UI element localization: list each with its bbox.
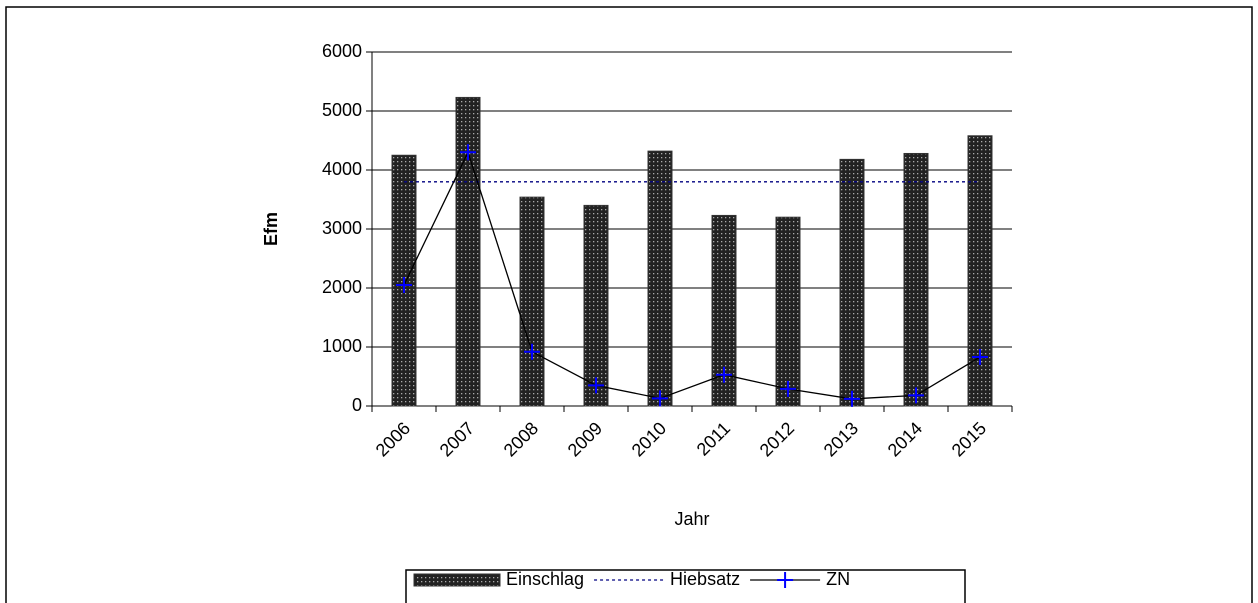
marker xyxy=(524,343,540,360)
bar xyxy=(775,216,801,407)
y-tick-label: 6000 xyxy=(322,41,362,61)
bar xyxy=(839,158,865,407)
bar xyxy=(455,96,481,407)
bar xyxy=(967,135,993,407)
y-tick-label: 2000 xyxy=(322,277,362,297)
legend-label: Hiebsatz xyxy=(670,569,740,589)
bar xyxy=(647,150,673,407)
y-axis-label: Efm xyxy=(261,212,281,246)
y-tick-label: 1000 xyxy=(322,336,362,356)
legend-label: ZN xyxy=(826,569,850,589)
line xyxy=(403,150,981,400)
bar xyxy=(583,204,609,407)
y-tick-label: 4000 xyxy=(322,159,362,179)
bar xyxy=(519,196,545,407)
legend-marker xyxy=(777,572,794,588)
marker xyxy=(652,390,668,407)
x-axis-label: Jahr xyxy=(674,509,709,529)
marker xyxy=(588,377,604,394)
bar xyxy=(903,152,929,407)
marker xyxy=(780,380,796,397)
y-tick-label: 3000 xyxy=(322,218,362,238)
marker xyxy=(396,277,412,294)
marker xyxy=(460,144,476,161)
marker xyxy=(844,390,860,407)
bar xyxy=(391,154,417,407)
legend-label: Einschlag xyxy=(506,569,584,589)
chart-border xyxy=(5,6,1253,603)
marker xyxy=(908,387,924,404)
y-tick-label: 5000 xyxy=(322,100,362,120)
legend-swatch xyxy=(413,573,501,587)
marker xyxy=(972,349,988,366)
y-tick-label: 0 xyxy=(352,395,362,415)
marker xyxy=(716,366,732,383)
